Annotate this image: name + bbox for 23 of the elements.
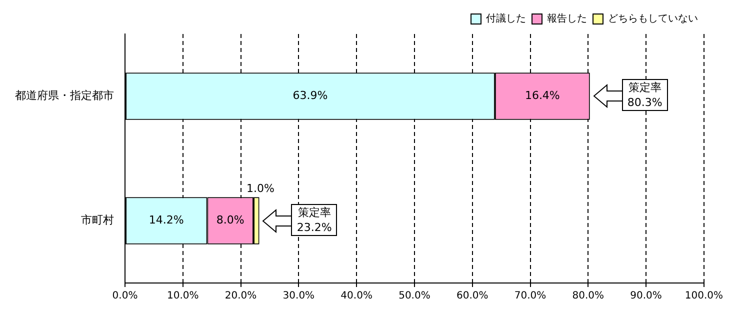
legend-label: 付議した [486, 12, 526, 25]
annotation: 策定率 23.2% [291, 204, 338, 236]
legend-label: 報告した [547, 12, 587, 25]
x-tick-label: 10.0% [167, 290, 199, 302]
data-label: 14.2% [148, 214, 184, 227]
y-tick-label: 市町村 [81, 214, 114, 227]
legend-label: どちらもしていない [608, 14, 698, 25]
x-tick-label: 30.0% [282, 290, 315, 302]
x-tick-label: 80.0% [572, 290, 604, 302]
data-label: 8.0% [216, 214, 244, 227]
data-label: 63.9% [292, 89, 328, 102]
x-tick-label: 60.0% [456, 290, 488, 302]
x-tick-label: 50.0% [398, 290, 430, 302]
y-tick-label: 都道府県・指定都市 [15, 89, 114, 102]
x-tick-label: 70.0% [514, 290, 546, 302]
x-tick-label: 20.0% [224, 290, 257, 302]
data-label: 16.4% [524, 89, 560, 102]
annotation: 策定率 80.3% [622, 79, 668, 112]
data-label: 1.0% [246, 182, 274, 195]
x-tick-label: 0.0% [112, 290, 138, 302]
x-tick-label: 40.0% [340, 290, 372, 302]
x-tick-label: 100.0% [684, 290, 724, 302]
x-tick-label: 90.0% [630, 290, 662, 302]
